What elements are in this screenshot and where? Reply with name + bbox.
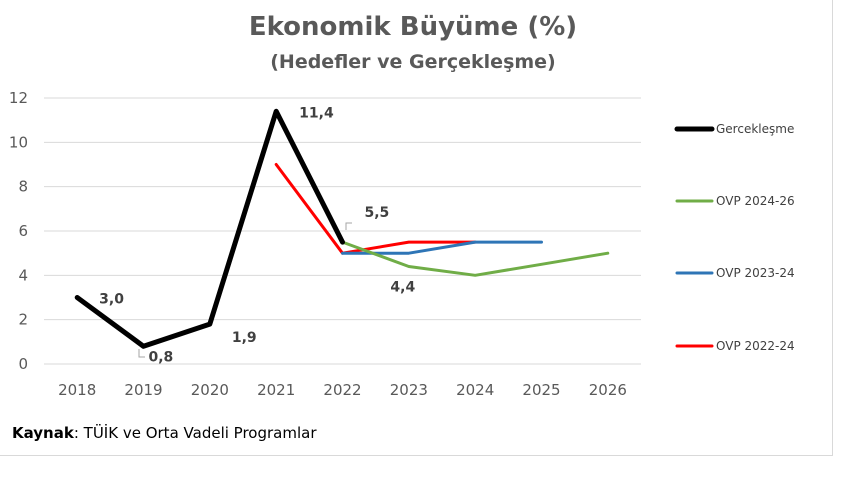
- series-line-0: [74, 108, 345, 349]
- x-tick-label: 2022: [323, 381, 361, 399]
- series-line-3: [274, 163, 477, 255]
- series-lines: [74, 108, 610, 349]
- y-tick-label: 6: [18, 222, 28, 240]
- chart-subtitle: (Hedefler ve Gerçekleşme): [270, 51, 556, 73]
- leader-line: [345, 222, 352, 230]
- x-tick-label: 2018: [58, 381, 96, 399]
- legend-label-3: OVP 2022-24: [716, 339, 795, 353]
- x-tick-label: 2021: [257, 381, 295, 399]
- y-tick-label: 2: [18, 311, 28, 329]
- y-tick-label: 4: [18, 266, 28, 284]
- series-line-1: [341, 240, 610, 277]
- y-tick-label: 8: [18, 178, 28, 196]
- y-tick-label: 0: [18, 355, 28, 373]
- x-tick-label: 2019: [124, 381, 162, 399]
- y-tick-label: 12: [9, 89, 28, 107]
- x-tick-label: 2024: [456, 381, 494, 399]
- y-tick-label: 10: [9, 133, 28, 151]
- data-label: 4,4: [390, 279, 415, 295]
- chart-frame: [0, 0, 833, 456]
- chart-title: Ekonomik Büyüme (%): [249, 12, 577, 42]
- data-label: 0,8: [149, 349, 174, 365]
- data-label: 3,0: [99, 292, 124, 308]
- legend: Gercekleşme OVP 2024-26 OVP 2023-24 OVP 202…: [674, 122, 795, 353]
- data-label: 5,5: [365, 205, 390, 221]
- y-axis: 0 2 4 6 8 10 12: [9, 89, 28, 373]
- x-tick-label: 2025: [522, 381, 560, 399]
- x-tick-label: 2026: [589, 381, 627, 399]
- legend-label-1: OVP 2024-26: [716, 194, 795, 208]
- data-labels: 3,0 0,8 1,9 11,4 5,5 4,4: [99, 105, 415, 365]
- gridlines: [44, 97, 641, 365]
- source-label: Kaynak: [12, 424, 74, 442]
- legend-label-2: OVP 2023-24: [716, 266, 795, 280]
- x-axis: 2018 2019 2020 2021 2022 2023 2024 2025 2026: [58, 381, 627, 399]
- x-tick-label: 2020: [191, 381, 229, 399]
- leader-line: [138, 349, 145, 358]
- source-note: Kaynak: TÜİK ve Orta Vadeli Programlar: [12, 424, 316, 442]
- data-label: 11,4: [299, 105, 334, 121]
- x-tick-label: 2023: [390, 381, 428, 399]
- source-text: : TÜİK ve Orta Vadeli Programlar: [73, 424, 317, 442]
- legend-label-0: Gercekleşme: [716, 122, 794, 136]
- data-label: 1,9: [232, 330, 257, 346]
